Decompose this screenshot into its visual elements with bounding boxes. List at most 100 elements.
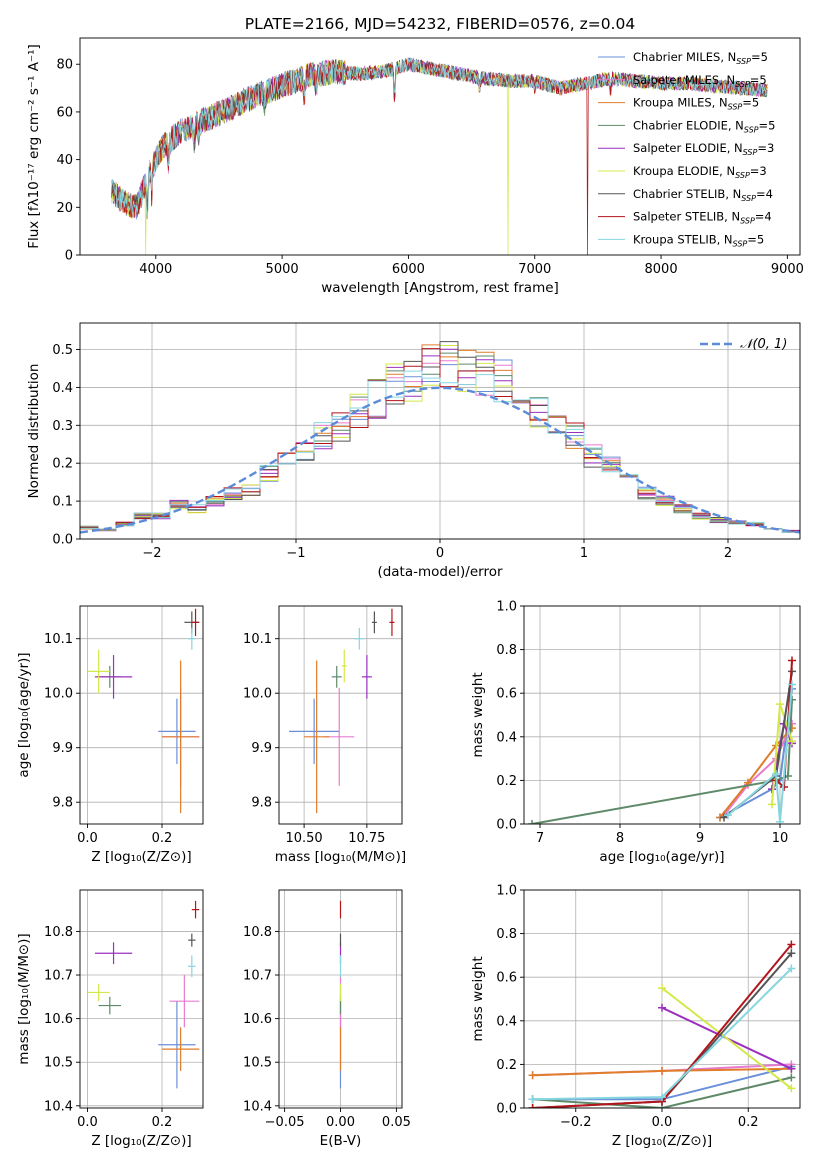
weight-marker (788, 656, 796, 665)
weight-marker (768, 785, 776, 794)
x-tick-label: 9 (696, 831, 704, 846)
weight-marker (787, 1073, 796, 1082)
errorbar-point (94, 942, 133, 965)
x-tick-label: 2 (724, 546, 732, 561)
y-axis-label: mass [log₁₀(M/M⊙)] (16, 933, 32, 1064)
errorbar-point (188, 933, 196, 947)
y-tick-label: 10.7 (243, 969, 272, 984)
y-tick-label: 1.0 (496, 600, 517, 615)
y-axis-label: Flux [fλ10⁻¹⁷ erg cm⁻² s⁻¹ A⁻¹] (26, 44, 42, 249)
x-axis-label: Z [log₁₀(Z/Z⊙)] (612, 1133, 712, 1149)
histogram-kroupa-stelib (80, 370, 800, 539)
y-tick-label: 10.1 (243, 632, 272, 647)
plot-area-weight-vs-age (528, 656, 796, 824)
y-tick-label: 0.8 (496, 927, 517, 942)
weight-marker (787, 949, 796, 958)
y-tick-label: 0.2 (52, 457, 73, 472)
legend-label: Chabrier MILES, NSSP=5 (633, 50, 768, 66)
errorbar-point (324, 687, 355, 786)
weight-marker (658, 1066, 666, 1075)
y-tick-label: 9.9 (52, 741, 73, 756)
x-tick-label: −0.05 (265, 1115, 305, 1130)
y-tick-label: 0.0 (52, 533, 73, 548)
y-tick-label: 0.0 (496, 1102, 517, 1117)
legend-label: Salpeter MILES, NSSP=5 (633, 73, 767, 89)
y-axis-label: Normed distribution (26, 364, 42, 499)
y-tick-label: 10.4 (44, 1099, 73, 1114)
y-tick-label: 0.6 (496, 687, 517, 702)
x-tick-label: 10.50 (285, 831, 322, 846)
y-tick-label: 0.8 (496, 643, 517, 658)
legend-label: Kroupa MILES, NSSP=5 (633, 96, 759, 112)
y-tick-label: 0.4 (52, 381, 73, 396)
errorbar-point (191, 608, 200, 636)
x-tick-label: 0 (436, 546, 444, 561)
x-tick-label: 0.05 (382, 1115, 411, 1130)
weight-line (723, 723, 793, 816)
x-tick-label: 1 (580, 546, 588, 561)
y-tick-label: 10.5 (243, 1056, 272, 1071)
errorbar-point (169, 975, 200, 1028)
panel-age-vs-z: 0.0 0.2 9.8 9.9 10.0 10.1 Z [log₁₀(Z/Z⊙)] age [… (16, 605, 204, 865)
y-tick-label: 0.0 (496, 818, 517, 833)
axes-frame (79, 37, 801, 256)
weight-marker (788, 724, 796, 733)
weight-marker (658, 1003, 666, 1012)
y-tick-label: 10.0 (44, 687, 73, 702)
y-tick-label: 80 (56, 58, 73, 73)
weight-line (719, 727, 793, 819)
legend-label: Chabrier STELIB, NSSP=4 (633, 187, 773, 203)
panel-spectrum: Chabrier MILES, NSSP=5 Salpeter MILES, NS… (26, 37, 804, 296)
x-tick-label: 7000 (518, 262, 551, 277)
x-tick-label: 0.0 (77, 831, 98, 846)
y-tick-label: 10.4 (243, 1099, 272, 1114)
weight-marker (528, 1095, 537, 1104)
weight-line (661, 987, 793, 1090)
y-tick-label: 9.8 (251, 796, 272, 811)
legend-label: Chabrier ELODIE, NSSP=5 (633, 118, 775, 134)
errorbar-point (289, 698, 340, 765)
errorbar-point (158, 698, 196, 765)
weight-marker (772, 769, 780, 778)
x-tick-label: 10.75 (348, 831, 385, 846)
plot-area-residuals (80, 341, 800, 539)
errorbar-point (354, 627, 365, 650)
x-tick-label: 8 (616, 831, 624, 846)
spectrum-line (111, 57, 768, 219)
errorbar-point (162, 660, 200, 814)
y-tick-label: 10.8 (243, 925, 272, 940)
panel-mass-vs-ebv: −0.05 0.00 0.05 10.4 10.5 10.6 10.7 10.8 E(B-V) (243, 889, 411, 1149)
x-tick-label: 0.0 (652, 1115, 673, 1130)
plot-area-spectrum (111, 57, 768, 255)
y-tick-label: 0.4 (496, 730, 517, 745)
y-tick-label: 10.8 (44, 925, 73, 940)
y-axis-label: mass weight (470, 956, 486, 1041)
errorbar-point (94, 655, 133, 699)
x-axis-label: E(B-V) (320, 1133, 362, 1149)
plot-area-age-vs-z (87, 608, 200, 814)
errorbar-point (304, 660, 330, 814)
plot-area-weight-vs-z (528, 940, 796, 1108)
panel-age-vs-mass: 10.50 10.75 9.8 9.9 10.0 10.1 mass [log₁₀(M/M⊙… (243, 605, 406, 865)
weight-marker (776, 817, 784, 824)
weight-marker (787, 940, 796, 949)
x-tick-label: 0.00 (326, 1115, 355, 1130)
legend: Chabrier MILES, NSSP=5 Salpeter MILES, NS… (598, 50, 775, 248)
axes-frame (278, 605, 403, 825)
x-tick-label: 5000 (266, 262, 299, 277)
x-tick-label: −2 (142, 546, 161, 561)
weight-marker (788, 737, 796, 746)
x-tick-label: −0.2 (560, 1115, 592, 1130)
weight-marker (787, 1064, 796, 1073)
x-tick-label: 7 (536, 831, 544, 846)
y-tick-label: 10.5 (44, 1056, 73, 1071)
errorbar-point (158, 1001, 196, 1089)
legend-label: Salpeter ELODIE, NSSP=3 (633, 141, 774, 157)
weight-marker (528, 820, 536, 824)
panel-residuals: 𝒩(0, 1) −2 −1 0 1 2 0.0 0.1 0.2 0.3 0.4 0.5 (data-mo… (26, 322, 801, 580)
x-axis-label: age [log₁₀(age/yr)] (599, 849, 724, 865)
y-tick-label: 0.4 (496, 1014, 517, 1029)
weight-marker (658, 1093, 666, 1102)
weight-marker (787, 964, 796, 973)
